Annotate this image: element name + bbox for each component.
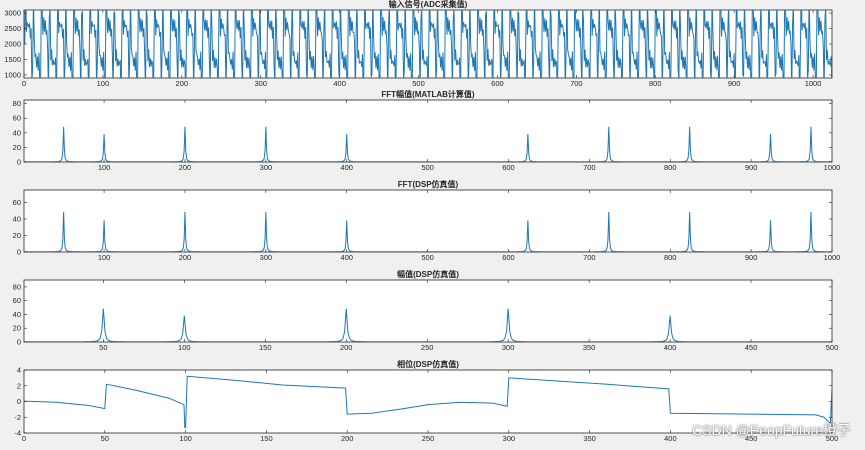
x-tick-label: 350 (583, 343, 596, 352)
x-tick-label: 800 (664, 253, 677, 262)
x-tick-label: 100 (98, 163, 111, 172)
x-tick-label: 600 (502, 253, 515, 262)
axes-frame-mag_dsp (23, 279, 833, 343)
x-tick-label: 450 (745, 343, 758, 352)
x-tick-label: 300 (254, 79, 267, 88)
chart-title-mag_dsp: 幅值(DSP仿真值) (397, 269, 459, 279)
y-tick-label: 40 (13, 128, 21, 137)
y-tick-label: 60 (13, 198, 21, 207)
y-tick-label: 20 (13, 231, 21, 240)
x-tick-label: 200 (179, 253, 192, 262)
x-tick-label: 400 (333, 79, 346, 88)
x-tick-label: 900 (745, 163, 758, 172)
y-tick-label: 4 (17, 366, 21, 375)
x-tick-label: 50 (99, 343, 107, 352)
y-tick-label: -2 (14, 413, 21, 422)
y-tick-label: 2500 (4, 24, 21, 33)
x-tick-label: 700 (583, 163, 596, 172)
x-tick-label: 700 (583, 253, 596, 262)
axes-frame-fft_dsp (23, 189, 833, 253)
chart-adc: 输入信号(ADC采集值) 0 100 200 300 400 500 600 700 800 900… (4, 0, 833, 88)
x-tick-label: 200 (176, 79, 189, 88)
y-tick-label: 1500 (4, 55, 21, 64)
x-tick-label: 500 (421, 253, 434, 262)
y-tick-label: 40 (13, 310, 21, 319)
y-tick-label: -4 (14, 429, 21, 438)
x-tick-label: 50 (101, 434, 109, 443)
chart-title-fft_dsp: FFT(DSP仿真值) (398, 179, 459, 189)
series-line-fft_matlab (24, 126, 832, 162)
watermark-text: CSDN @PeopFuture橙子 (692, 422, 851, 438)
x-tick-label: 300 (260, 253, 273, 262)
x-tick-label: 400 (664, 343, 677, 352)
x-tick-label: 100 (98, 253, 111, 262)
x-tick-label: 1000 (824, 253, 841, 262)
x-tick-label: 450 (745, 434, 758, 443)
x-tick-label: 200 (340, 343, 353, 352)
chart-fft_matlab: FFT幅值(MATLAB计算值)100 200 300 400 500 600 700 800… (13, 89, 841, 172)
x-tick-label: 1000 (824, 163, 841, 172)
x-tick-label: 100 (179, 434, 192, 443)
x-tick-label: 600 (491, 79, 504, 88)
x-tick-label: 1000 (805, 79, 822, 88)
chart-title-phase_dsp: 相位(DSP仿真值) (397, 359, 459, 369)
chart-mag_dsp: 幅值(DSP仿真值) 50 100 150 200 250 300 350 400 450 500 0… (13, 269, 839, 352)
y-tick-label: 20 (13, 324, 21, 333)
x-tick-label: 200 (341, 434, 354, 443)
series-line-adc (24, 10, 832, 78)
x-tick-label: 350 (583, 434, 596, 443)
x-tick-label: 900 (745, 253, 758, 262)
x-tick-label: 300 (503, 434, 516, 443)
y-tick-label: 2000 (4, 40, 21, 49)
y-tick-label: 40 (13, 214, 21, 223)
x-tick-label: 400 (664, 434, 677, 443)
y-tick-label: 0 (17, 248, 21, 257)
x-tick-label: 0 (22, 79, 26, 88)
x-tick-label: 300 (502, 343, 515, 352)
x-tick-label: 250 (422, 434, 435, 443)
x-tick-label: 150 (259, 343, 272, 352)
x-tick-label: 800 (664, 163, 677, 172)
x-tick-label: 600 (502, 163, 515, 172)
y-tick-label: 60 (13, 296, 21, 305)
x-tick-label: 400 (340, 253, 353, 262)
y-tick-label: 3000 (4, 9, 21, 18)
x-tick-label: 100 (178, 343, 191, 352)
y-tick-label: 1000 (4, 70, 21, 79)
x-tick-label: 500 (826, 343, 839, 352)
y-tick-label: 0 (17, 158, 21, 167)
x-tick-label: 300 (260, 163, 273, 172)
chart-phase_dsp: 相位(DSP仿真值) 0 50 100 150 200 250 300 350 400 450 500… (14, 359, 838, 443)
chart-fft_dsp: FFT(DSP仿真值)100 200 300 400 500 600 700 800 900 10… (13, 179, 841, 262)
chart-title-adc: 输入信号(ADC采集值) (389, 0, 468, 9)
y-tick-label: 60 (13, 114, 21, 123)
chart-title-fft_matlab: FFT幅值(MATLAB计算值) (381, 89, 474, 99)
series-line-mag_dsp (24, 308, 832, 342)
y-tick-label: 80 (13, 99, 21, 108)
series-line-phase_dsp (24, 375, 832, 428)
x-tick-label: 0 (22, 434, 26, 443)
y-tick-label: 2 (17, 381, 21, 390)
y-tick-label: 80 (13, 282, 21, 291)
x-tick-label: 400 (340, 163, 353, 172)
x-tick-label: 500 (412, 79, 425, 88)
x-tick-label: 500 (421, 163, 434, 172)
axes-frame-fft_matlab (23, 99, 833, 163)
y-tick-label: 20 (13, 143, 21, 152)
x-tick-label: 200 (179, 163, 192, 172)
x-tick-label: 700 (570, 79, 583, 88)
x-tick-label: 150 (260, 434, 273, 443)
x-tick-label: 900 (728, 79, 741, 88)
x-tick-label: 500 (826, 434, 839, 443)
x-tick-label: 800 (649, 79, 662, 88)
x-tick-label: 250 (421, 343, 434, 352)
series-line-fft_dsp (24, 212, 832, 252)
x-tick-label: 100 (97, 79, 110, 88)
y-tick-label: 0 (17, 397, 21, 406)
y-tick-label: 0 (17, 338, 21, 347)
